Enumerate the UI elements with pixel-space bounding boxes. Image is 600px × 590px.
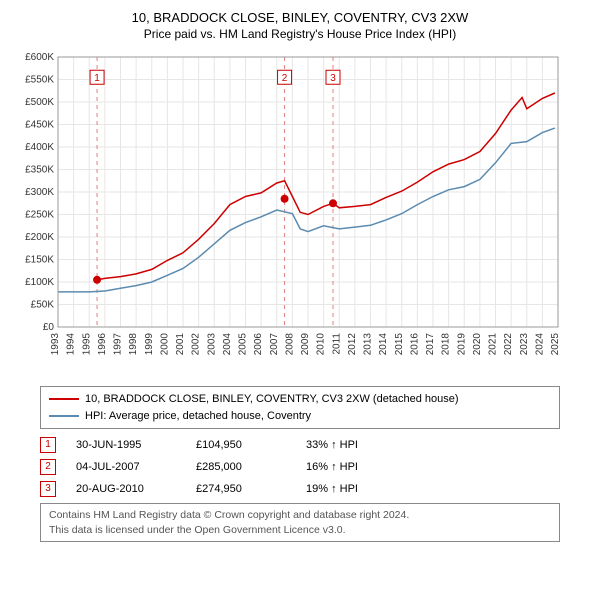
y-tick-label: £400K [25,142,54,153]
sale-row: 3 20-AUG-2010£274,95019% ↑ HPI [40,481,560,497]
legend-row: 10, BRADDOCK CLOSE, BINLEY, COVENTRY, CV… [49,391,551,408]
x-tick-label: 2011 [331,333,342,355]
sale-date: 20-AUG-2010 [76,483,196,495]
x-tick-label: 2005 [238,333,249,356]
x-tick-label: 2003 [206,333,217,356]
x-tick-label: 1996 [97,333,108,356]
sale-dot [281,195,289,203]
title-block: 10, BRADDOCK CLOSE, BINLEY, COVENTRY, CV… [10,10,590,41]
y-tick-label: £450K [25,120,54,131]
x-tick-label: 1995 [81,333,92,356]
footer-line-2: This data is licensed under the Open Gov… [49,523,551,538]
sales-table: 1 30-JUN-1995£104,95033% ↑ HPI 2 04-JUL-200… [40,437,560,497]
chart-area: £0 £50K £100K £150K £200K £250K £300K £350K £400… [10,49,590,374]
footer-box: Contains HM Land Registry data © Crown c… [40,503,560,542]
y-tick-label: £250K [25,210,54,221]
sale-dot [93,276,101,284]
y-tick-label: £50K [31,300,55,311]
sale-date: 30-JUN-1995 [76,439,196,451]
x-tick-label: 2004 [222,333,233,356]
x-tick-label: 1999 [144,333,155,356]
x-tick-label: 2018 [441,333,452,356]
x-tick-label: 2013 [363,333,374,356]
sale-marker-number: 1 [94,73,100,84]
x-tick-label: 2012 [347,333,358,356]
x-tick-label: 2022 [503,333,514,356]
y-tick-label: £300K [25,187,54,198]
sale-marker-badge: 3 [40,481,56,497]
sale-diff: 33% ↑ HPI [306,439,406,451]
x-tick-label: 2025 [550,333,561,356]
legend-label: HPI: Average price, detached house, Cove… [85,408,311,425]
x-tick-label: 1994 [66,333,77,356]
x-tick-label: 2020 [472,333,483,356]
line-chart: £0 £50K £100K £150K £200K £250K £300K £350K £400… [10,49,570,369]
x-tick-label: 2014 [378,333,389,356]
y-tick-label: £0 [43,322,55,333]
sale-date: 04-JUL-2007 [76,461,196,473]
x-tick-label: 2001 [175,333,186,356]
x-tick-label: 1993 [50,333,61,356]
sale-marker-badge: 1 [40,437,56,453]
legend-swatch [49,398,79,400]
y-tick-label: £600K [25,52,54,63]
sale-diff: 16% ↑ HPI [306,461,406,473]
x-tick-label: 2008 [284,333,295,356]
legend-label: 10, BRADDOCK CLOSE, BINLEY, COVENTRY, CV… [85,391,459,408]
y-tick-label: £550K [25,75,54,86]
sale-price: £104,950 [196,439,306,451]
x-tick-label: 2010 [316,333,327,356]
sale-marker-badge: 2 [40,459,56,475]
footer-line-1: Contains HM Land Registry data © Crown c… [49,508,551,523]
x-tick-label: 2006 [253,333,264,356]
sale-marker-number: 3 [330,73,336,84]
x-tick-label: 2015 [394,333,405,356]
sale-diff: 19% ↑ HPI [306,483,406,495]
y-tick-label: £500K [25,97,54,108]
sale-dot [329,199,337,207]
x-tick-label: 2017 [425,333,436,356]
legend-row: HPI: Average price, detached house, Cove… [49,408,551,425]
y-tick-label: £200K [25,232,54,243]
x-tick-label: 2021 [488,333,499,356]
x-tick-label: 1997 [113,333,124,356]
legend-swatch [49,415,79,417]
y-tick-label: £100K [25,277,54,288]
x-tick-label: 2024 [534,333,545,356]
legend-box: 10, BRADDOCK CLOSE, BINLEY, COVENTRY, CV… [40,386,560,429]
x-tick-label: 2009 [300,333,311,356]
y-tick-label: £150K [25,255,54,266]
sale-row: 1 30-JUN-1995£104,95033% ↑ HPI [40,437,560,453]
y-tick-label: £350K [25,165,54,176]
x-tick-label: 2000 [159,333,170,356]
sale-row: 2 04-JUL-2007£285,00016% ↑ HPI [40,459,560,475]
x-tick-label: 2019 [456,333,467,356]
x-tick-label: 2007 [269,333,280,356]
sale-marker-number: 2 [282,73,288,84]
sale-price: £274,950 [196,483,306,495]
x-tick-label: 2002 [191,333,202,356]
x-tick-label: 1998 [128,333,139,356]
x-tick-label: 2016 [409,333,420,356]
page-subtitle: Price paid vs. HM Land Registry's House … [10,27,590,41]
sale-price: £285,000 [196,461,306,473]
x-tick-label: 2023 [519,333,530,356]
page-title: 10, BRADDOCK CLOSE, BINLEY, COVENTRY, CV… [10,10,590,25]
